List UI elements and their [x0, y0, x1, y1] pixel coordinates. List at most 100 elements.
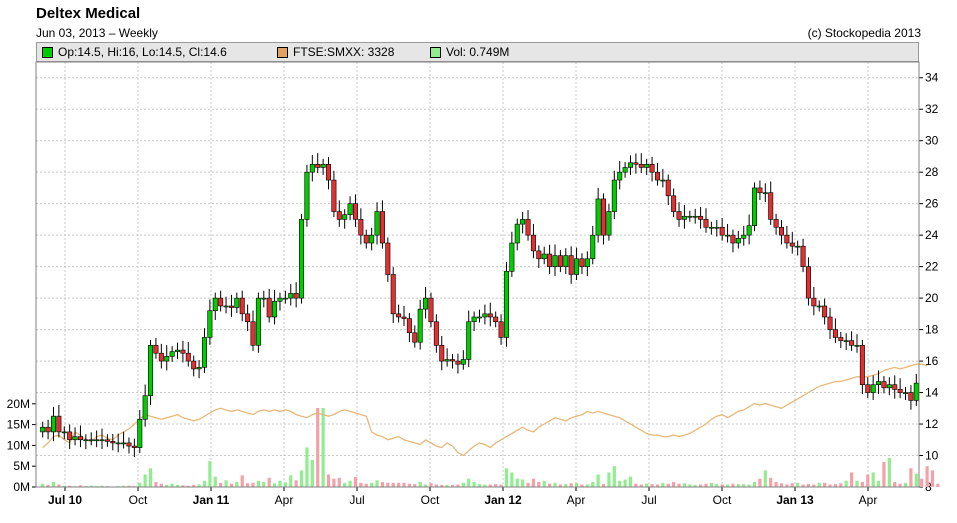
time-tick-label: Oct [129, 493, 148, 507]
volume-bar [332, 478, 336, 487]
candle-body [320, 164, 326, 168]
volume-bar [607, 472, 611, 487]
candle-body [67, 431, 73, 441]
volume-bar [666, 483, 670, 487]
price-tick-label: 32 [925, 102, 939, 116]
candle-body [315, 164, 321, 168]
candle-body [627, 162, 633, 168]
volume-bar [623, 479, 627, 487]
volume-bar [747, 484, 751, 487]
volume-bar [542, 480, 546, 487]
candle-body [870, 384, 876, 393]
candle-body [503, 271, 509, 338]
candle-body [245, 313, 251, 323]
candle-body [250, 321, 256, 346]
volume-bar [720, 484, 724, 487]
candle-body [811, 297, 817, 307]
candle-body [239, 297, 245, 315]
volume-bar [585, 484, 589, 487]
volume-bar [661, 482, 665, 487]
candle-body [369, 234, 375, 244]
candle-body [606, 211, 612, 236]
volume-bar [272, 483, 277, 487]
volume-bar [68, 485, 72, 487]
volume-bar [558, 484, 562, 487]
volume-bar [391, 482, 395, 487]
candle-body [358, 219, 364, 236]
candle-body [822, 305, 828, 318]
volume-bar [219, 482, 223, 487]
volume-bar [510, 472, 514, 487]
candle-body [417, 308, 423, 343]
candle-body [644, 164, 650, 168]
volume-bar [472, 482, 476, 487]
volume-bar [170, 483, 174, 487]
candle-body [595, 198, 601, 236]
candle-body [498, 321, 504, 338]
candle-body [752, 187, 758, 227]
volume-bar [121, 485, 126, 487]
volume-bar [213, 476, 217, 487]
volume-bar [920, 478, 924, 487]
chart-subtitle: Jun 03, 2013 – Weekly [36, 26, 158, 40]
legend-item-index: FTSE:SMXX: 3328 [277, 45, 394, 59]
volume-bar [397, 482, 401, 487]
candle-body [789, 242, 795, 247]
volume-bar [531, 478, 536, 487]
volume-bar [839, 483, 843, 487]
candle-body [886, 384, 892, 389]
volume-bar [46, 484, 50, 487]
legend-swatch-index [277, 46, 288, 58]
volume-bar [930, 470, 935, 487]
chart-title: Deltex Medical [36, 5, 141, 22]
candle-body [660, 179, 666, 182]
candle-body [552, 255, 558, 267]
candle-body [859, 345, 865, 385]
price-tick-label: 16 [925, 354, 939, 368]
volume-bar [806, 484, 811, 487]
volume-bar [494, 484, 498, 487]
candle-body [164, 356, 170, 362]
volume-bar [337, 477, 341, 487]
candle-body [131, 445, 137, 448]
candle-body [191, 360, 197, 370]
candle-body [466, 321, 472, 360]
candle-body [61, 431, 67, 434]
volume-bar [364, 483, 368, 487]
candle-body [676, 211, 682, 220]
volume-bar [844, 480, 848, 487]
volume-bar [742, 484, 746, 487]
candle-body [185, 352, 191, 362]
candle-body [94, 439, 100, 442]
candle-body [665, 179, 671, 197]
time-tick-label: Jan 12 [484, 493, 522, 507]
volume-bar [283, 482, 287, 487]
time-tick-label: Oct [421, 493, 440, 507]
candle-body [212, 297, 218, 312]
candle-body [175, 349, 181, 352]
volume-bar [208, 461, 212, 487]
volume-bar [849, 472, 854, 487]
candle-body [800, 245, 806, 267]
volume-bar [634, 483, 638, 487]
candle-body [671, 195, 677, 212]
volume-bar [229, 483, 234, 487]
candle-body [439, 345, 445, 362]
candle-body [352, 203, 358, 220]
candle-body [897, 389, 903, 393]
legend-label-price: Op:14.5, Hi:16, Lo:14.5, Cl:14.6 [58, 45, 227, 59]
volume-bar [154, 482, 158, 487]
volume-bar [909, 468, 913, 487]
volume-bar [887, 457, 891, 487]
volume-bar [326, 474, 331, 487]
price-tick-label: 34 [925, 71, 939, 85]
candle-body [633, 162, 639, 165]
legend-bar: Op:14.5, Hi:16, Lo:14.5, Cl:14.6 FTSE:SM… [36, 42, 919, 62]
volume-bar [235, 482, 239, 487]
candle-body [196, 367, 202, 370]
legend-item-price: Op:14.5, Hi:16, Lo:14.5, Cl:14.6 [42, 45, 227, 59]
price-tick-label: 24 [925, 228, 939, 242]
volume-bar [423, 484, 428, 487]
volume-bar [353, 477, 358, 487]
